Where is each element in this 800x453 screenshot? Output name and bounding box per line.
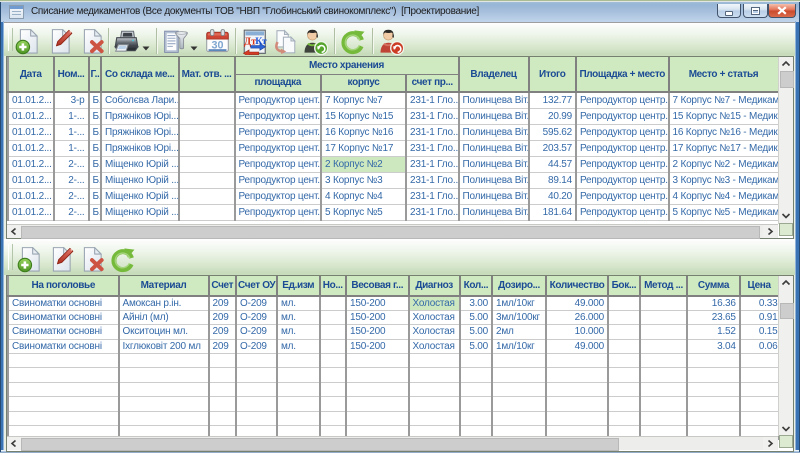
svg-text:Дт: Дт	[244, 36, 256, 47]
svg-text:30: 30	[211, 39, 223, 51]
svg-text:Кт: Кт	[255, 36, 267, 47]
